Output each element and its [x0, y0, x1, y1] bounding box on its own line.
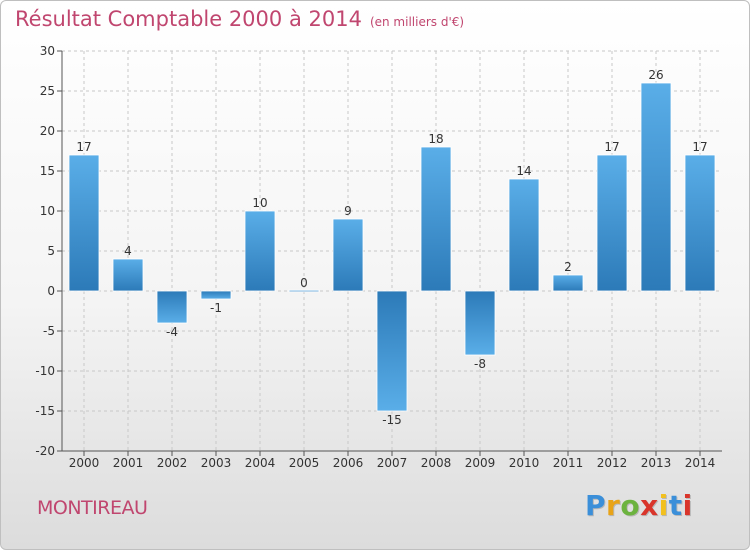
data-label-2002: -4	[166, 325, 178, 339]
ytick-label: -5	[43, 324, 55, 338]
proxiti-logo: Proxiti	[585, 489, 693, 522]
data-label-2006: 9	[344, 204, 352, 218]
data-label-2012: 17	[604, 140, 619, 154]
xtick-label: 2002	[157, 456, 188, 470]
data-label-2008: 18	[428, 132, 443, 146]
ytick-label: 25	[40, 84, 55, 98]
bar-2000	[68, 154, 100, 292]
logo-letter: o	[620, 489, 641, 522]
xtick-label: 2013	[641, 456, 672, 470]
ytick-label: 0	[47, 284, 55, 298]
data-label-2001: 4	[124, 244, 132, 258]
logo-letter: i	[682, 489, 693, 522]
bar-2005	[288, 289, 320, 293]
ytick-label: -15	[35, 404, 55, 418]
ytick-label: 15	[40, 164, 55, 178]
ytick-label: -20	[35, 444, 55, 458]
xtick-label: 2005	[289, 456, 320, 470]
bar-2007	[376, 290, 408, 412]
ytick-label: 20	[40, 124, 55, 138]
xtick-label: 2014	[685, 456, 716, 470]
commune-name: MONTIREAU	[37, 497, 148, 519]
bar-2004	[244, 210, 276, 292]
xtick-label: 2012	[597, 456, 628, 470]
data-label-2004: 10	[252, 196, 267, 210]
logo-letter: i	[658, 489, 669, 522]
bar-2014	[684, 154, 716, 292]
data-label-2003: -1	[210, 301, 222, 315]
xtick-label: 2011	[553, 456, 584, 470]
data-label-2005: 0	[300, 276, 308, 290]
bar-2003	[200, 290, 232, 300]
ytick-label: 10	[40, 204, 55, 218]
bar-2001	[112, 258, 144, 292]
bar-2013	[640, 82, 672, 292]
xtick-label: 2003	[201, 456, 232, 470]
bar-2006	[332, 218, 364, 292]
xtick-label: 2004	[245, 456, 276, 470]
xtick-label: 2000	[69, 456, 100, 470]
bar-2008	[420, 146, 452, 292]
bar-2011	[552, 274, 584, 292]
logo-letter: P	[585, 489, 607, 522]
chart-title: Résultat Comptable 2000 à 2014 (en millie…	[15, 7, 464, 31]
logo-letter: t	[668, 489, 683, 522]
ytick-label: -10	[35, 364, 55, 378]
bar-2002	[156, 290, 188, 324]
xtick-label: 2006	[333, 456, 364, 470]
xtick-label: 2008	[421, 456, 452, 470]
xtick-label: 2010	[509, 456, 540, 470]
ytick-label: 30	[40, 44, 55, 58]
data-label-2009: -8	[474, 357, 486, 371]
logo-letter: r	[606, 489, 621, 522]
logo-letter: x	[640, 489, 659, 522]
xtick-label: 2001	[113, 456, 144, 470]
title-unit: (en milliers d'€)	[369, 15, 465, 29]
xtick-label: 2009	[465, 456, 496, 470]
ytick-label: 5	[47, 244, 55, 258]
title-main: Résultat Comptable 2000 à 2014	[15, 7, 362, 31]
bar-2010	[508, 178, 540, 292]
bar-2009	[464, 290, 496, 356]
data-label-2007: -15	[382, 413, 402, 427]
data-label-2011: 2	[564, 260, 572, 274]
data-label-2013: 26	[648, 68, 663, 82]
xtick-label: 2007	[377, 456, 408, 470]
data-label-2010: 14	[516, 164, 531, 178]
data-label-2000: 17	[76, 140, 91, 154]
data-label-2014: 17	[692, 140, 707, 154]
bar-2012	[596, 154, 628, 292]
